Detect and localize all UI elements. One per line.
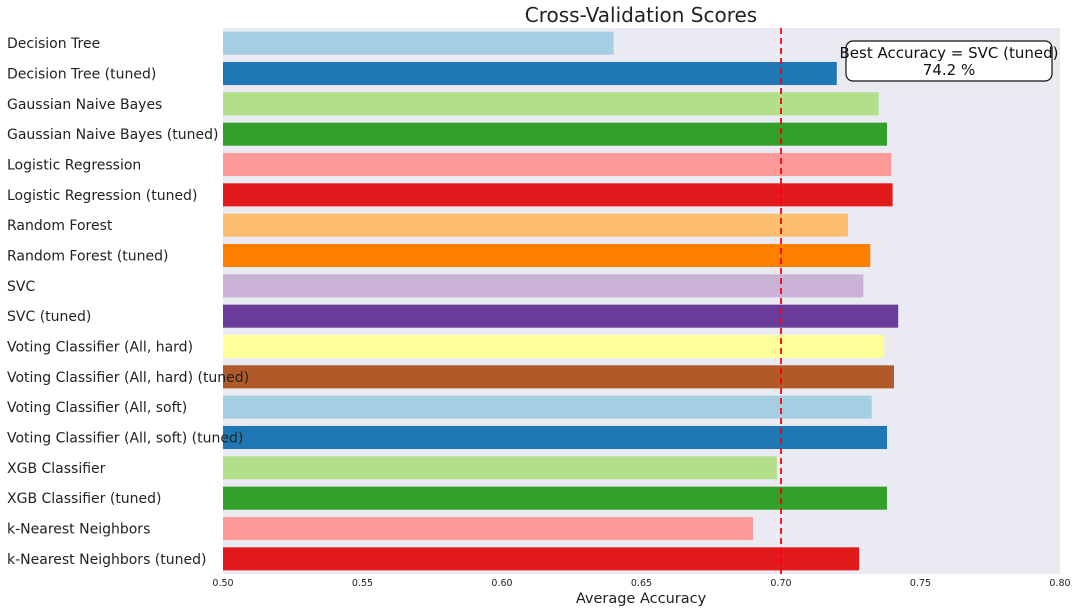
bar [223,516,754,541]
bar [223,425,888,450]
category-label: Logistic Regression (tuned) [7,188,197,204]
x-tick-label: 0.50 [212,578,233,589]
category-label: k-Nearest Neighbors (tuned) [7,552,206,568]
category-label: Gaussian Naive Bayes [7,97,162,113]
bar [223,334,885,359]
x-tick-label: 0.55 [352,578,373,589]
bar [223,92,879,116]
annotation-line1: Best Accuracy = SVC (tuned) [840,44,1059,62]
category-label: Random Forest (tuned) [7,249,169,265]
bar [223,122,888,146]
plot-area [223,28,1060,574]
category-label: Voting Classifier (All, soft) (tuned) [7,431,243,447]
category-label: Voting Classifier (All, hard) (tuned) [7,370,249,386]
category-label: Decision Tree [7,36,100,52]
category-label: XGB Classifier (tuned) [7,491,162,507]
bar [223,61,837,86]
bar [223,31,614,55]
bar [223,152,892,177]
category-label: SVC (tuned) [7,309,91,325]
bar [223,213,848,237]
x-tick-label: 0.60 [491,578,512,589]
category-label: Decision Tree (tuned) [7,67,156,83]
annotation-line2: 74.2 % [923,61,975,79]
chart-title: Cross-Validation Scores [525,3,757,27]
x-tick-label: 0.75 [910,578,931,589]
bar [223,304,899,328]
category-label: XGB Classifier [7,461,106,477]
category-label: Voting Classifier (All, hard) [7,340,193,356]
category-label: Random Forest [7,218,113,234]
bar [223,456,777,480]
bar [223,395,872,419]
x-ticks-group: 0.50 0.55 0.60 0.65 0.70 0.75 0.80 [212,578,1070,589]
category-label: Logistic Regression [7,158,141,174]
bar [223,274,864,298]
bars-group [223,31,899,571]
category-label: Voting Classifier (All, soft) [7,400,187,416]
bar [223,183,893,207]
category-label: SVC [7,279,35,295]
x-tick-label: 0.65 [631,578,652,589]
category-labels-group: Decision Tree Decision Tree (tuned) Gaussi… [7,36,249,568]
best-accuracy-annotation: Best Accuracy = SVC (tuned) 74.2 % [840,40,1059,82]
bar [223,547,860,571]
category-label: k-Nearest Neighbors [7,522,150,538]
x-axis-label: Average Accuracy [576,591,707,607]
annotation-box [845,40,1053,82]
bar [223,365,894,389]
x-tick-label: 0.80 [1049,578,1070,589]
bar [223,486,888,510]
category-label: Gaussian Naive Bayes (tuned) [7,127,218,143]
bar [223,243,871,268]
x-tick-label: 0.70 [770,578,791,589]
